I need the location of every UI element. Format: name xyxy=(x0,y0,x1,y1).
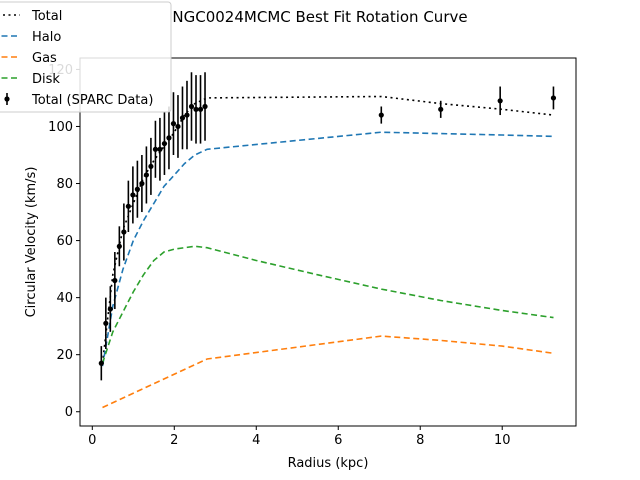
x-tick-label: 8 xyxy=(416,433,424,448)
data-point xyxy=(134,160,140,218)
data-point xyxy=(550,86,557,110)
y-tick-label: 40 xyxy=(56,291,73,306)
data-point xyxy=(103,297,109,349)
data-marker xyxy=(148,163,154,170)
legend-item: Halo xyxy=(0,30,61,45)
legend-label: Total (SPARC Data) xyxy=(31,93,153,108)
data-point xyxy=(107,286,113,332)
data-marker xyxy=(134,186,140,192)
legend-swatch-marker xyxy=(4,96,10,102)
y-axis-label: Circular Velocity (km/s) xyxy=(24,167,39,318)
data-marker xyxy=(98,360,104,366)
data-point xyxy=(170,92,177,155)
data-marker xyxy=(497,98,503,104)
data-point xyxy=(166,106,172,170)
y-tick-label: 100 xyxy=(48,120,73,135)
data-marker xyxy=(202,103,208,110)
legend-item: Gas xyxy=(0,51,57,66)
data-point xyxy=(438,100,444,118)
data-marker xyxy=(161,140,168,147)
x-tick-label: 6 xyxy=(334,433,342,448)
legend-label: Disk xyxy=(32,72,60,87)
data-marker xyxy=(197,106,204,112)
data-marker xyxy=(193,106,199,112)
data-point xyxy=(116,226,122,267)
data-marker xyxy=(130,192,136,198)
data-marker xyxy=(175,123,181,130)
data-marker xyxy=(103,320,109,326)
data-point xyxy=(143,146,150,204)
data-marker xyxy=(125,203,131,209)
data-marker xyxy=(378,112,384,118)
data-point xyxy=(184,80,190,150)
chart-title: NGC0024MCMC Best Fit Rotation Curve xyxy=(172,8,467,26)
legend-label: Halo xyxy=(32,30,61,45)
y-tick-label: 20 xyxy=(56,348,73,363)
data-marker xyxy=(121,229,127,235)
data-marker xyxy=(170,121,177,127)
plot-area xyxy=(98,72,557,409)
axis-ticks: 0246810020406080100120 xyxy=(48,63,510,448)
data-point xyxy=(125,180,131,233)
data-point xyxy=(148,137,154,195)
legend-label: Total xyxy=(31,9,62,24)
data-marker xyxy=(112,277,118,284)
data-marker xyxy=(116,243,122,249)
data-point xyxy=(130,166,136,224)
data-point xyxy=(497,86,503,116)
series-line-total xyxy=(101,95,554,364)
data-point xyxy=(121,203,127,261)
data-marker xyxy=(438,106,444,112)
legend-label: Gas xyxy=(32,51,57,66)
series-line-halo xyxy=(101,131,554,367)
x-tick-label: 0 xyxy=(88,433,96,448)
y-tick-label: 60 xyxy=(56,234,73,249)
x-axis-label: Radius (kpc) xyxy=(288,456,369,471)
x-tick-label: 4 xyxy=(252,433,260,448)
y-tick-label: 80 xyxy=(56,177,73,192)
data-marker xyxy=(166,135,172,141)
data-marker xyxy=(188,103,195,110)
data-point xyxy=(139,154,145,213)
data-point xyxy=(152,120,159,178)
data-point xyxy=(378,106,384,124)
plot-frame xyxy=(79,57,577,427)
data-marker xyxy=(143,172,150,178)
data-marker xyxy=(107,306,113,312)
data-point xyxy=(157,117,163,181)
data-point xyxy=(179,86,186,150)
data-marker xyxy=(179,115,186,121)
data-point xyxy=(202,72,208,141)
data-marker xyxy=(157,146,163,152)
x-tick-label: 2 xyxy=(170,433,178,448)
data-point xyxy=(188,72,195,141)
data-point xyxy=(197,75,204,144)
series-line-disk xyxy=(101,245,554,364)
data-point xyxy=(112,251,118,310)
legend-box xyxy=(0,1,172,113)
data-point xyxy=(175,95,181,158)
data-marker xyxy=(184,112,190,118)
legend-item: Total xyxy=(0,9,62,24)
data-point xyxy=(193,75,199,144)
series-line-gas xyxy=(102,335,554,409)
data-marker xyxy=(139,180,145,187)
legend: Total Halo Gas Disk Total (SPARC Data) xyxy=(0,1,172,113)
y-tick-label: 0 xyxy=(65,405,73,420)
data-marker xyxy=(550,95,557,101)
legend-item: Total (SPARC Data) xyxy=(4,93,153,108)
data-point xyxy=(161,112,168,175)
data-marker xyxy=(152,146,159,152)
data-point xyxy=(98,346,104,381)
x-tick-label: 10 xyxy=(494,433,511,448)
legend-item: Disk xyxy=(0,72,60,87)
